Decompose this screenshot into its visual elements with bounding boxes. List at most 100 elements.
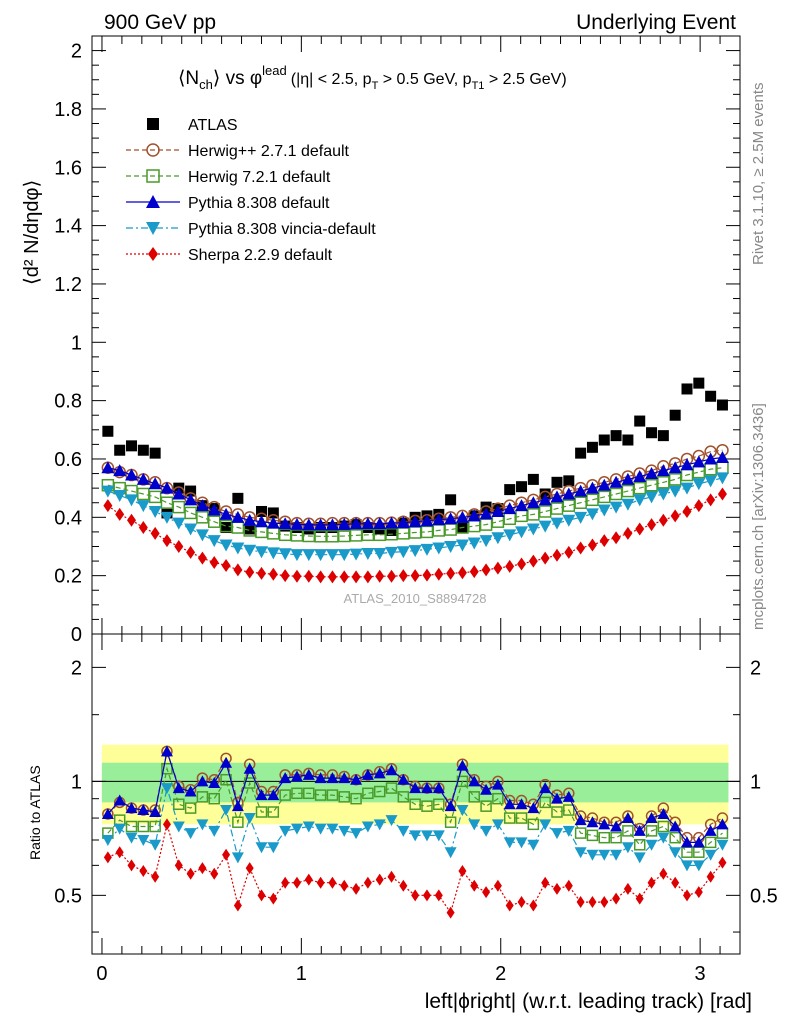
data-point-pythia (692, 455, 706, 468)
y-label-top: ⟨d² N/dηdφ⟩ (21, 180, 43, 285)
data-point-atlas (137, 444, 149, 456)
data-point-vincia (278, 548, 292, 561)
data-point-pythia (337, 517, 351, 530)
data-point-vincia (136, 500, 150, 513)
data-point-atlas (527, 473, 539, 485)
data-point-vincia (621, 498, 635, 511)
data-point-sherpa (446, 906, 455, 919)
data-point-sherpa (233, 899, 242, 912)
data-point-herwig7 (290, 529, 304, 542)
data-point-atlas (256, 505, 268, 517)
legend-label: Herwig++ 2.7.1 default (188, 143, 350, 160)
data-point-vincia (692, 478, 706, 491)
data-point-herwig7 (551, 806, 563, 818)
data-point-pythia (633, 469, 647, 482)
data-point-sherpa (576, 896, 585, 909)
data-point-pythia (255, 789, 268, 801)
data-point-vincia (385, 815, 398, 827)
data-point-vincia (562, 514, 576, 527)
data-point-pythia (680, 836, 693, 848)
data-point-vincia (337, 549, 351, 562)
data-point-pythia (527, 802, 540, 814)
main-line-herwig7 (107, 467, 723, 537)
data-point-herwig7 (350, 792, 362, 805)
data-point-sherpa (162, 534, 172, 548)
data-point-atlas (669, 409, 681, 421)
data-point-sherpa (505, 899, 514, 912)
data-point-herwig7 (657, 820, 670, 833)
data-point-vincia (527, 839, 540, 851)
data-point-herwig7 (527, 508, 540, 521)
data-point-herwig7 (480, 800, 492, 812)
data-point-herwig7 (645, 825, 658, 837)
data-point-vincia (550, 517, 564, 530)
data-point-sherpa (398, 569, 408, 583)
data-point-vincia (656, 488, 670, 501)
data-point-pythia (444, 512, 458, 525)
data-point-herwig7 (337, 529, 351, 543)
data-point-sherpa (493, 879, 502, 892)
legend-label: ATLAS (188, 117, 238, 134)
data-point-pythia (409, 782, 422, 794)
data-point-atlas (445, 494, 457, 506)
data-point-pythia (243, 513, 257, 526)
data-point-pythia (149, 806, 162, 818)
data-point-herwig7 (207, 515, 221, 528)
data-point-sherpa (328, 876, 337, 889)
xtick-label: 0 (96, 963, 107, 985)
data-point-sherpa (174, 859, 183, 872)
data-point-sherpa (588, 896, 597, 909)
data-point-pythia (350, 773, 363, 785)
data-point-vincia (680, 482, 694, 495)
data-point-atlas (232, 492, 244, 504)
data-point-atlas (126, 440, 138, 452)
data-point-sherpa (197, 551, 207, 565)
data-point-vincia (455, 539, 469, 552)
data-point-sherpa (351, 570, 361, 584)
data-point-pythia (432, 513, 446, 526)
data-point-pythia (279, 772, 292, 784)
data-point-herwig7 (326, 789, 339, 801)
data-point-sherpa (505, 559, 515, 573)
data-point-pythia (645, 467, 659, 480)
y-label-top-group: ⟨d² N/dηdφ⟩ (21, 180, 43, 285)
data-point-sherpa (221, 558, 231, 572)
data-point-sherpa (482, 886, 491, 899)
data-point-vincia (160, 511, 174, 524)
rivet-label: Rivet 3.1.10, ≥ 2.5M events (750, 83, 767, 266)
data-point-pythia (455, 510, 469, 523)
data-point-herwig7 (633, 839, 646, 851)
data-point-atlas (220, 522, 232, 534)
data-point-vincia (207, 535, 221, 548)
data-point-herwig7 (149, 820, 161, 833)
data-point-sherpa (222, 848, 231, 861)
data-point-vincia (420, 830, 433, 842)
data-point-pythia (101, 461, 115, 474)
data-point-sherpa (718, 856, 727, 869)
data-point-pythia (408, 515, 422, 528)
data-point-sherpa (363, 876, 372, 889)
data-point-sherpa (186, 867, 195, 880)
data-point-atlas (267, 507, 279, 519)
data-point-vincia (467, 537, 481, 550)
data-point-herwig7 (373, 785, 386, 798)
data-point-sherpa (316, 570, 326, 584)
data-point-atlas (681, 383, 693, 395)
data-point-sherpa (304, 873, 313, 886)
data-point-pythia (420, 514, 434, 527)
data-point-sherpa (635, 522, 645, 536)
data-point-vincia (302, 549, 316, 562)
data-point-herwig7 (550, 502, 564, 515)
data-point-vincia (468, 819, 481, 831)
data-point-atlas (551, 476, 563, 488)
data-point-vincia (692, 860, 705, 872)
data-point-pythia (361, 768, 374, 780)
data-point-pythia (373, 767, 386, 779)
data-point-pythia (692, 836, 705, 848)
data-point-herwig7 (622, 825, 634, 837)
data-point-herwig7 (361, 528, 375, 542)
data-point-sherpa (564, 879, 573, 892)
data-point-atlas (693, 377, 705, 389)
data-point-pythia (657, 807, 670, 819)
data-point-herwig7 (137, 487, 150, 501)
